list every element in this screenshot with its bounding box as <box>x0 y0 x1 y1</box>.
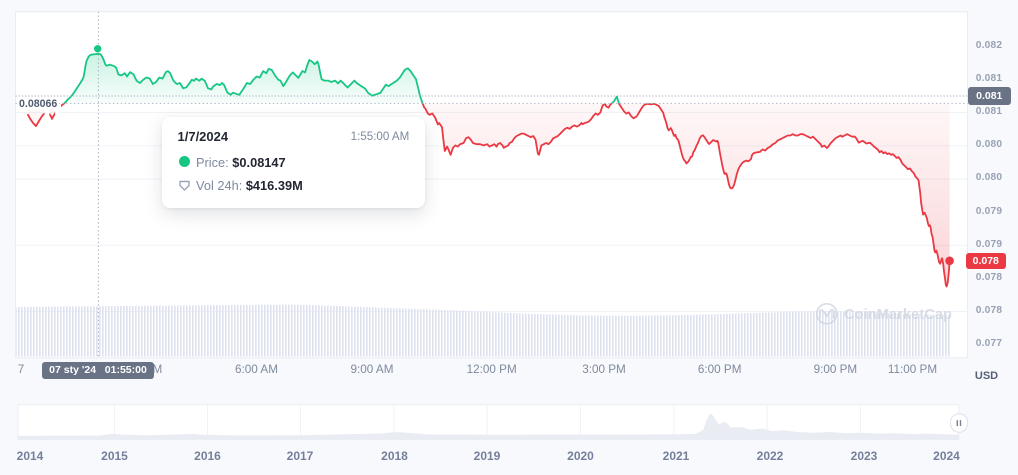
svg-text:CoinMarketCap: CoinMarketCap <box>844 307 952 323</box>
